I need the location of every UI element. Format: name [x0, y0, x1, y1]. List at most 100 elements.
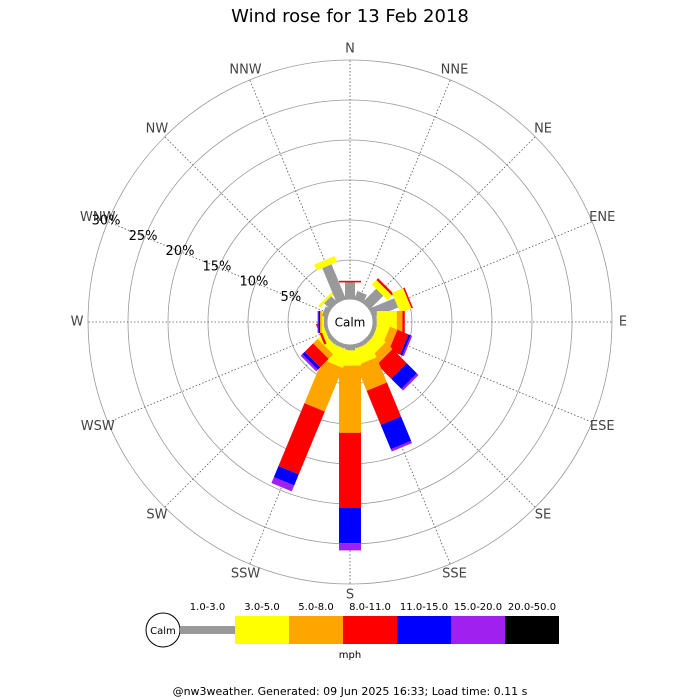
direction-label: WSW — [81, 419, 115, 434]
bar-segment — [371, 317, 377, 327]
legend-swatch — [235, 616, 289, 644]
bar-segment — [391, 288, 412, 314]
direction-label: ESE — [590, 419, 615, 434]
bar-segment — [345, 282, 355, 300]
bar-segment — [339, 508, 361, 544]
direction-label: SSW — [231, 567, 261, 582]
direction-label: NNE — [441, 62, 469, 77]
bar-segment — [317, 311, 319, 333]
spoke — [164, 136, 335, 307]
bar-segment — [335, 340, 347, 349]
bar-segment — [300, 354, 318, 372]
direction-label: NE — [534, 121, 552, 136]
bar-segment — [271, 477, 295, 492]
calm-circle — [327, 299, 373, 345]
bar-segment — [339, 365, 361, 433]
direction-label: WNW — [80, 210, 116, 225]
bar-segment — [362, 334, 373, 345]
spoke — [107, 221, 330, 314]
bar-segment — [324, 325, 332, 337]
direction-label: NW — [146, 121, 169, 136]
bar-segment — [324, 317, 328, 327]
direction-label: SE — [535, 508, 551, 523]
bar-segment — [368, 298, 399, 319]
bar-segment — [304, 343, 329, 368]
ring-label: 30% — [92, 213, 121, 228]
legend-label: 20.0-50.0 — [508, 602, 556, 613]
direction-label: S — [346, 588, 354, 603]
bar-segment — [321, 311, 325, 333]
legend-swatch — [505, 616, 559, 644]
spoke — [365, 136, 536, 307]
bar-segment — [366, 382, 402, 425]
direction-label: SSE — [442, 567, 467, 582]
legend-unit: mph — [339, 650, 361, 661]
bar-segment — [353, 290, 367, 304]
bar-segment — [402, 335, 413, 357]
ring-label: 20% — [166, 244, 195, 259]
bar-segment — [339, 280, 361, 283]
direction-label: NNW — [229, 62, 261, 77]
bar-segment — [324, 296, 338, 310]
legend-swatch — [397, 616, 451, 644]
calm-label: Calm — [335, 316, 366, 330]
bar-segment — [368, 325, 377, 337]
bar-segment — [318, 311, 320, 333]
legend-label: 5.0-8.0 — [298, 602, 333, 613]
legend-label: 3.0-5.0 — [244, 602, 279, 613]
spoke — [107, 330, 330, 423]
bar-segment — [376, 278, 394, 296]
ring-label: 5% — [281, 290, 302, 305]
bar-segment — [371, 279, 393, 301]
bar-segment — [321, 306, 332, 319]
bar-segment — [339, 543, 361, 551]
bar-segment — [278, 403, 325, 475]
footer: @nw3weather. Generated: 09 Jun 2025 16:3… — [173, 685, 528, 698]
legend: Calm 1.0-3.0 3.0-5.0 5.0-8.0 8.0-11.0 11.0-15… — [145, 602, 559, 661]
bar-segment — [322, 264, 347, 304]
direction-label: E — [619, 315, 627, 330]
bar-segment — [345, 344, 355, 351]
bar-segment — [401, 373, 419, 391]
ring-label: 25% — [129, 229, 158, 244]
bar-segment — [362, 288, 384, 310]
bar-segment — [380, 416, 412, 450]
spoke — [370, 221, 593, 314]
bar-segment — [390, 440, 413, 452]
direction-label: N — [345, 42, 355, 57]
bar-segment — [302, 351, 321, 370]
legend-swatch — [451, 616, 505, 644]
chart-title: Wind rose for 13 Feb 2018 — [231, 6, 469, 27]
bar-segment — [320, 311, 322, 333]
bar-segment — [396, 311, 403, 333]
legend-label: 8.0-11.0 — [349, 602, 391, 613]
legend-label: 11.0-15.0 — [400, 602, 448, 613]
bar-segment — [353, 340, 365, 349]
bar-segment — [356, 357, 387, 391]
direction-label: W — [71, 315, 84, 330]
bar-segment — [400, 334, 411, 356]
spoke — [164, 337, 335, 508]
bar-segment — [314, 256, 338, 271]
direction-label: SW — [146, 508, 167, 523]
bar-segment — [273, 465, 299, 486]
spoke — [358, 79, 451, 302]
bar-segment — [318, 290, 336, 308]
bar-segment — [339, 432, 361, 508]
legend-swatch — [343, 616, 397, 644]
ring-label: 15% — [203, 259, 232, 274]
legend-swatch — [180, 626, 235, 634]
bar-segment — [313, 338, 334, 359]
bar-segment — [327, 334, 338, 345]
legend-label: 15.0-20.0 — [454, 602, 502, 613]
grid-ring — [87, 59, 613, 585]
bar-segment — [304, 359, 343, 412]
legend-swatch — [289, 616, 343, 644]
bar-segment — [389, 329, 409, 355]
ring-label: 10% — [239, 275, 268, 290]
direction-label: ENE — [589, 210, 615, 225]
bar-segment — [403, 287, 413, 309]
legend-label: 1.0-3.0 — [190, 602, 225, 613]
